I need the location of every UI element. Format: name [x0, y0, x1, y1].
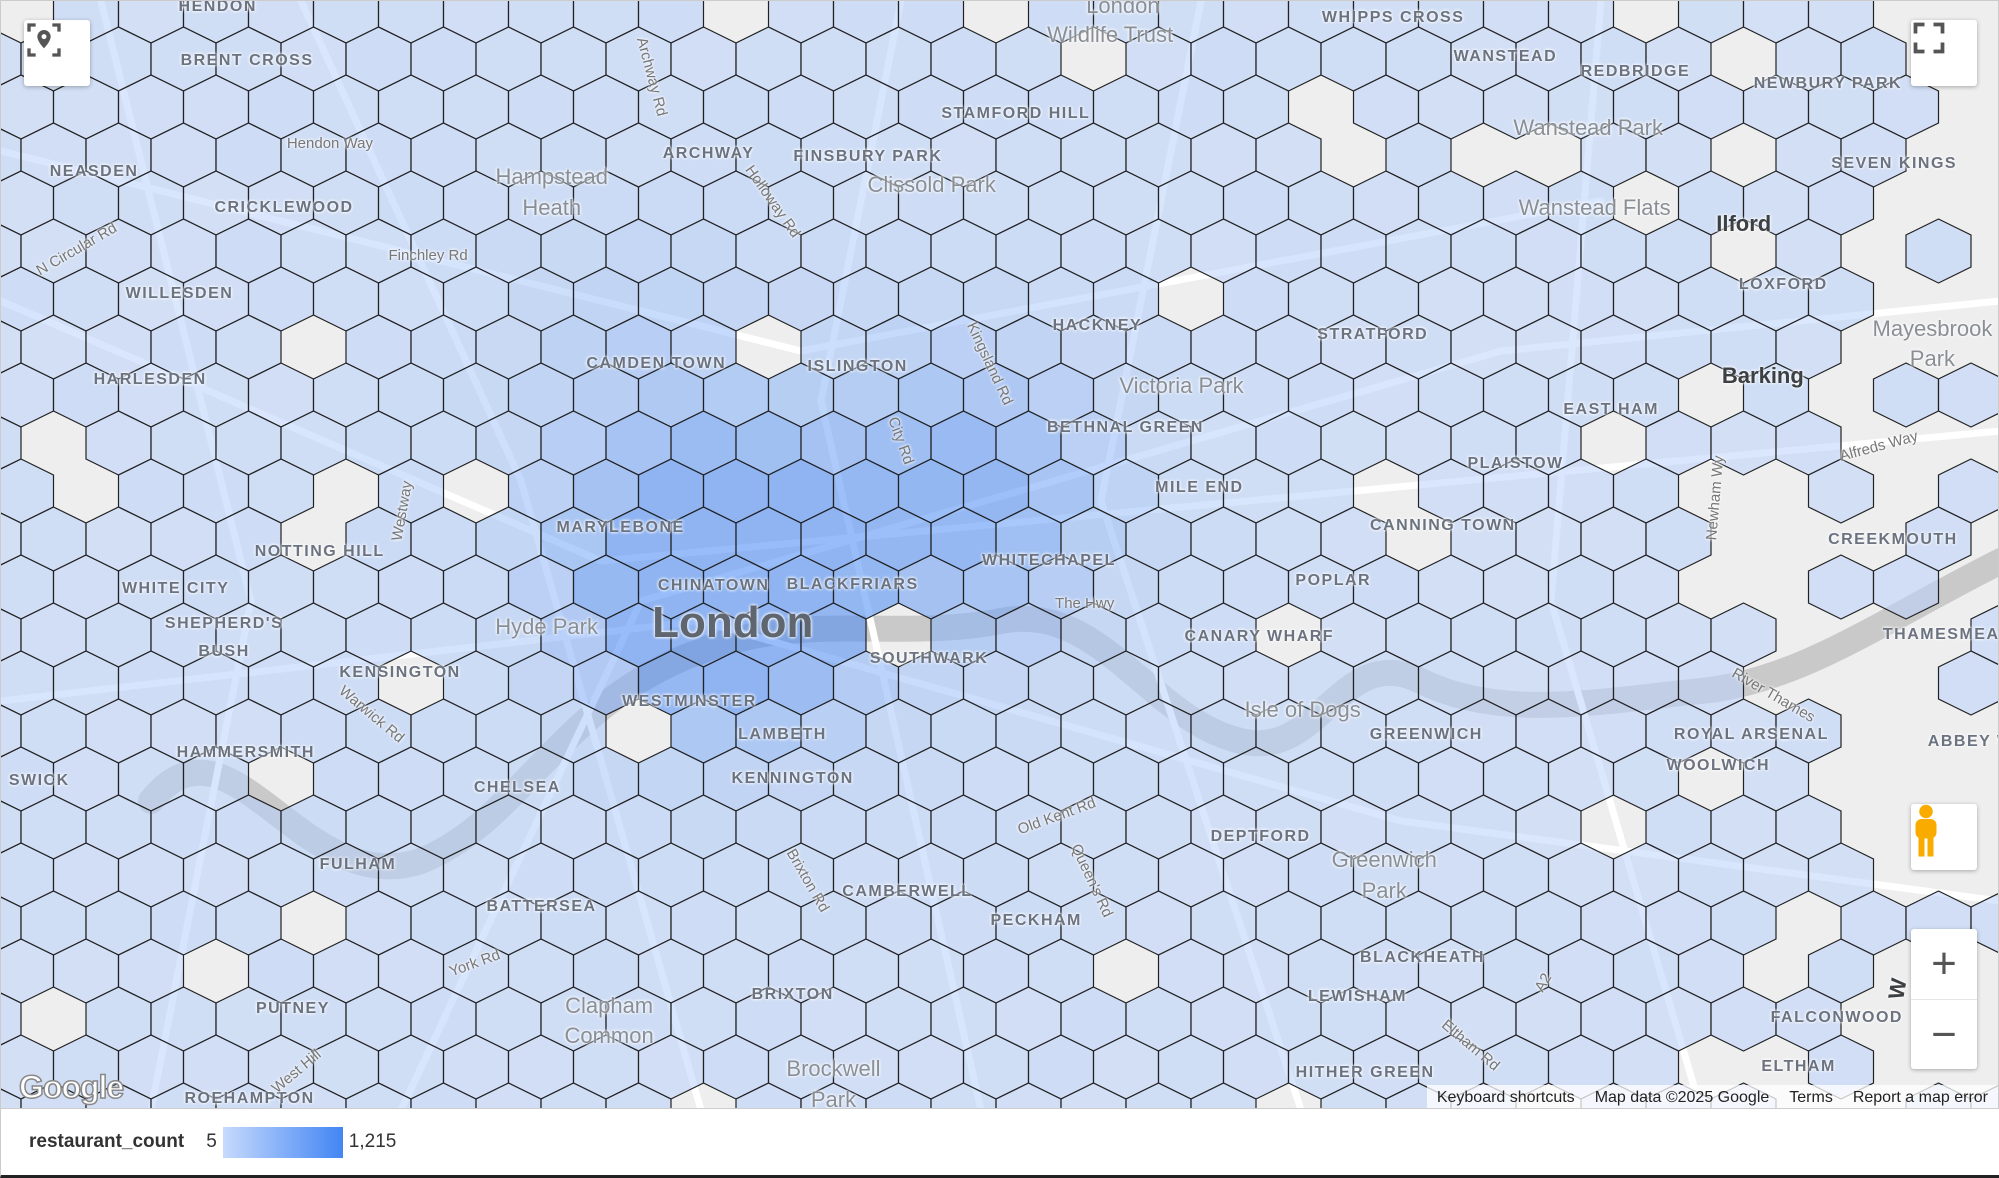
hex-cell[interactable] — [1970, 603, 1999, 667]
hexbin-layer — [1, 1, 1999, 1109]
attribution-bar: Keyboard shortcuts Map data ©2025 Google… — [1426, 1085, 1998, 1108]
locate-button[interactable] — [24, 20, 90, 86]
google-logo: Google — [18, 1068, 125, 1106]
hex-cell[interactable] — [1, 411, 22, 475]
legend-max-label: 1,215 — [348, 1131, 397, 1152]
terms-link[interactable]: Terms — [1789, 1088, 1833, 1106]
legend-min-label: 5 — [206, 1131, 217, 1152]
map-data-text: Map data ©2025 Google — [1594, 1088, 1770, 1106]
legend-field-name: restaurant_count — [29, 1131, 185, 1152]
hex-cell[interactable] — [1807, 458, 1875, 524]
keyboard-shortcuts-link[interactable]: Keyboard shortcuts — [1436, 1088, 1575, 1106]
hex-cell[interactable] — [1970, 891, 1999, 955]
hex-cell[interactable] — [1905, 218, 1972, 284]
hex-cell[interactable] — [605, 1082, 672, 1109]
hex-cell[interactable] — [1937, 362, 1999, 428]
zoom-out-button[interactable]: − — [1931, 1010, 1957, 1059]
hex-cell[interactable] — [1807, 554, 1875, 620]
hex-cell[interactable] — [1190, 1082, 1257, 1109]
street-view-pegman-icon — [1915, 804, 1937, 857]
street-view-button[interactable] — [1911, 804, 1977, 870]
report-map-error-link[interactable]: Report a map error — [1852, 1088, 1988, 1106]
hex-cell[interactable] — [1872, 362, 1940, 428]
map-canvas[interactable]: HENDON BRENT CROSS NEASDEN CRICKLEWOOD WILLE… — [0, 0, 1999, 1109]
hex-cell[interactable] — [1937, 650, 1999, 716]
legend-gradient-bar — [222, 1126, 343, 1158]
zoom-in-button[interactable]: + — [1911, 929, 1977, 1000]
hex-cell[interactable] — [1872, 554, 1940, 620]
hex-cell[interactable] — [1, 987, 22, 1051]
zoom-control: + − — [1911, 929, 1977, 1069]
color-legend: restaurant_count 5 1,215 — [0, 1109, 1999, 1178]
fullscreen-icon — [1913, 22, 1945, 54]
fullscreen-button[interactable] — [1911, 20, 1977, 86]
my-location-icon — [27, 23, 61, 57]
